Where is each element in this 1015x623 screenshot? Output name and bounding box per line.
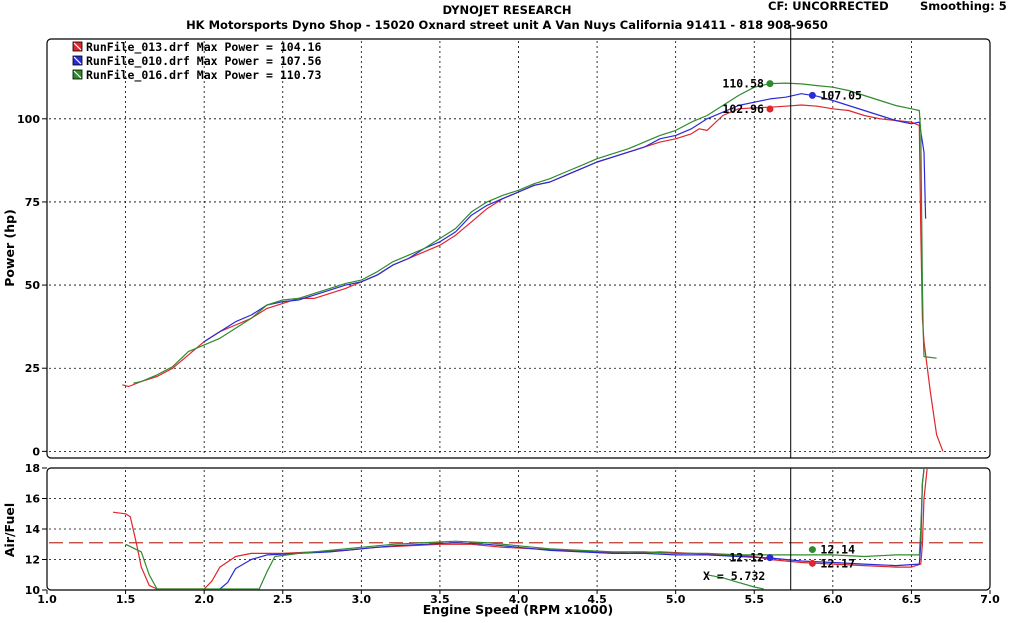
afr-peak-label-red: 12.17: [820, 556, 855, 570]
cursor-readout: X = 5.732: [703, 569, 765, 583]
power-series-line-green-2: [133, 82, 937, 384]
x-tick-label: 7.0: [980, 593, 1000, 606]
chart-subtitle: HK Motorsports Dyno Shop - 15020 Oxnard …: [186, 18, 828, 32]
x-tick-label: 6.0: [823, 593, 843, 606]
x-tick-label: 5.5: [745, 593, 765, 606]
grid-lines: [49, 41, 988, 588]
power-tick-label: 0: [32, 445, 40, 458]
power-plot-frame: [46, 38, 991, 459]
legend-label-blue: RunFile_010.drf Max Power = 107.56: [86, 54, 321, 69]
x-tick-label: 3.0: [352, 593, 372, 606]
legend-swatch-stripe: [73, 56, 82, 65]
x-tick-label: 2.0: [194, 593, 214, 606]
afr-tick-label: 10: [25, 584, 41, 597]
power-tick-label: 25: [25, 362, 40, 375]
x-tick-label: 1.0: [37, 593, 57, 606]
afr-series-line-green-2: [125, 468, 925, 590]
x-tick-label: 4.5: [587, 593, 607, 606]
afr-peak-marker-red: [808, 559, 816, 567]
legend-entry-red: RunFile_013.drf Max Power = 104.16: [72, 40, 321, 55]
power-peak-label-blue: 107.05: [820, 88, 862, 102]
power-peak-label-red: 102.96: [722, 102, 764, 116]
afr-peak-label-blue: 12.12: [729, 551, 764, 565]
afr-peak-marker-green: [808, 546, 816, 554]
series-lines: [49, 25, 988, 590]
power-tick-label: 100: [17, 113, 40, 126]
correction-factor: CF: UNCORRECTED: [768, 0, 889, 13]
power-peak-marker-green: [766, 80, 774, 88]
x-tick-label: 1.5: [116, 593, 136, 606]
afr-tick-label: 18: [25, 462, 40, 475]
x-tick-label: 3.5: [430, 593, 450, 606]
power-tick-label: 75: [25, 196, 40, 209]
x-tick-label: 5.0: [666, 593, 686, 606]
smoothing-setting: Smoothing: 5: [920, 0, 1007, 13]
legend: RunFile_013.drf Max Power = 104.16 RunFi…: [72, 40, 321, 83]
legend-swatch-stripe: [73, 42, 82, 51]
power-peak-marker-blue: [808, 91, 816, 99]
legend-label-red: RunFile_013.drf Max Power = 104.16: [86, 40, 321, 55]
afr-tick-label: 16: [25, 493, 41, 506]
afr-peak-label-green: 12.14: [820, 543, 855, 557]
chart-title: DYNOJET RESEARCH: [442, 3, 571, 17]
afr-peak-marker-blue: [766, 554, 774, 562]
afr-series-line-green-3: [706, 574, 764, 590]
afr-tick-label: 14: [25, 523, 41, 536]
x-tick-label: 4.0: [509, 593, 529, 606]
legend-entry-blue: RunFile_010.drf Max Power = 107.56: [72, 54, 321, 69]
power-tick-label: 50: [25, 279, 41, 292]
power-series-line-blue-1: [203, 93, 927, 343]
legend-swatch-stripe: [73, 70, 82, 79]
power-peak-label-green: 110.58: [722, 77, 764, 91]
power-axis-label: Power (hp): [2, 209, 17, 287]
afr-series-line-blue-1: [219, 468, 925, 590]
axis-ticks: 0 25 50 75 100 10 12 14 16 18 1.0 1.5 2.0 2.5 3.0 3.5 4.…: [17, 113, 1000, 606]
power-peak-marker-red: [766, 105, 774, 113]
legend-label-green: RunFile_016.drf Max Power = 110.73: [86, 68, 321, 83]
afr-axis-label: Air/Fuel: [2, 503, 17, 557]
x-tick-label: 6.5: [902, 593, 922, 606]
legend-entry-green: RunFile_016.drf Max Power = 110.73: [72, 68, 321, 83]
afr-tick-label: 12: [25, 554, 40, 567]
x-axis-label: Engine Speed (RPM x1000): [423, 602, 613, 617]
x-tick-label: 2.5: [273, 593, 293, 606]
